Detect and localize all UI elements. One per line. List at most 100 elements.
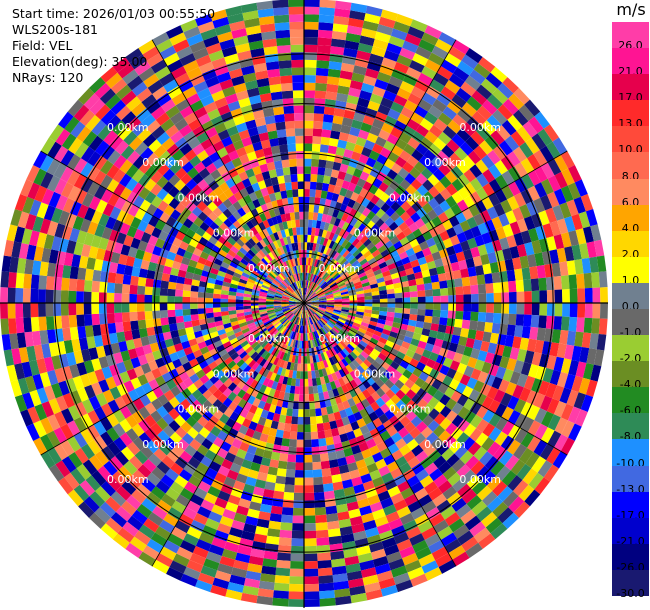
ppi-cell — [287, 286, 294, 293]
ppi-cell — [86, 166, 101, 182]
ppi-cell — [312, 323, 317, 332]
ppi-cell — [185, 178, 198, 191]
ppi-cell — [203, 379, 214, 390]
ppi-cell — [419, 475, 434, 488]
ppi-cell — [416, 184, 429, 197]
ppi-cell — [92, 324, 102, 337]
ppi-cell — [446, 100, 462, 114]
ppi-cell — [31, 260, 42, 276]
ppi-cell — [280, 514, 293, 524]
ppi-cell — [268, 404, 277, 414]
ppi-cell — [470, 177, 483, 192]
ppi-cell — [260, 139, 271, 149]
ppi-cell — [344, 189, 354, 199]
ppi-cell — [484, 135, 499, 150]
ppi-cell — [273, 207, 281, 217]
ppi-cell — [0, 318, 10, 335]
ppi-cell — [146, 390, 158, 403]
ppi-cell — [310, 363, 315, 372]
ppi-cell — [288, 330, 294, 339]
ppi-cell — [506, 151, 521, 167]
ppi-cell — [312, 461, 322, 470]
ppi-cell — [270, 270, 278, 278]
ppi-cell — [149, 253, 160, 264]
ppi-cell — [356, 178, 367, 188]
ppi-cell — [374, 407, 385, 418]
ppi-cell — [246, 281, 255, 287]
ppi-cell — [228, 194, 238, 205]
ppi-cell — [293, 324, 297, 332]
ppi-cell — [318, 14, 335, 24]
ppi-cell — [402, 227, 413, 237]
ppi-cell — [237, 315, 246, 321]
ppi-cell — [390, 326, 400, 334]
ppi-cell — [362, 115, 375, 126]
ppi-cell — [338, 368, 346, 378]
ppi-cell — [357, 353, 367, 363]
colorbar-band — [612, 491, 649, 519]
ppi-cell — [106, 475, 122, 492]
ppi-cell — [317, 308, 326, 313]
ppi-cell — [309, 281, 314, 290]
ppi-cell — [299, 386, 304, 395]
ppi-cell — [445, 349, 456, 361]
ppi-cell — [256, 276, 265, 283]
ppi-cell — [378, 129, 391, 141]
ppi-cell — [314, 400, 321, 409]
ppi-cell — [78, 501, 95, 518]
ppi-cell — [524, 242, 535, 256]
ppi-cell — [409, 308, 418, 315]
ppi-cell — [457, 483, 472, 498]
ppi-cell — [334, 353, 342, 363]
ppi-cell — [437, 382, 449, 395]
ppi-cell — [491, 376, 503, 390]
ppi-cell — [190, 253, 200, 263]
ppi-cell — [239, 247, 248, 256]
ppi-cell — [322, 343, 329, 352]
ppi-cell — [383, 454, 396, 466]
ppi-cell — [527, 153, 541, 170]
ppi-cell — [91, 313, 100, 326]
ppi-cell — [227, 333, 237, 341]
ppi-cell — [539, 290, 548, 303]
ppi-cell — [291, 307, 298, 312]
ppi-cell — [152, 207, 164, 220]
ppi-cell — [505, 381, 517, 396]
ppi-cell — [435, 38, 453, 53]
ppi-cell — [257, 416, 267, 426]
ppi-cell — [167, 281, 177, 290]
range-ring-label: 0.00km — [177, 191, 219, 204]
ppi-cell — [222, 318, 231, 325]
ppi-cell — [384, 115, 398, 127]
ppi-cell — [170, 267, 180, 277]
ppi-cell — [229, 317, 238, 323]
ppi-cell — [336, 503, 349, 514]
ppi-cell — [327, 279, 335, 286]
ppi-cell — [113, 409, 126, 424]
ppi-cell — [99, 417, 113, 432]
ppi-cell — [304, 401, 310, 410]
ppi-cell — [379, 294, 388, 300]
ppi-cell — [399, 47, 416, 60]
ppi-cell — [274, 277, 282, 284]
ppi-cell — [276, 312, 284, 317]
ppi-cell — [388, 75, 403, 88]
ppi-cell — [300, 287, 303, 296]
ppi-cell — [402, 297, 411, 303]
ppi-cell — [551, 262, 561, 277]
ppi-cell — [351, 523, 365, 534]
ppi-cell — [260, 409, 269, 419]
ppi-cell — [311, 304, 319, 307]
ppi-cell — [446, 367, 457, 379]
ppi-cell — [137, 464, 152, 479]
ppi-cell — [285, 128, 296, 137]
ppi-cell — [417, 308, 426, 316]
ppi-cell — [228, 401, 238, 412]
ppi-cell — [274, 308, 283, 313]
ppi-cell — [192, 468, 206, 481]
ppi-cell — [3, 239, 15, 257]
ppi-cell — [211, 504, 226, 516]
ppi-cell — [280, 229, 287, 238]
ppi-cell — [299, 288, 303, 296]
field-label: Field: VEL — [12, 38, 73, 53]
